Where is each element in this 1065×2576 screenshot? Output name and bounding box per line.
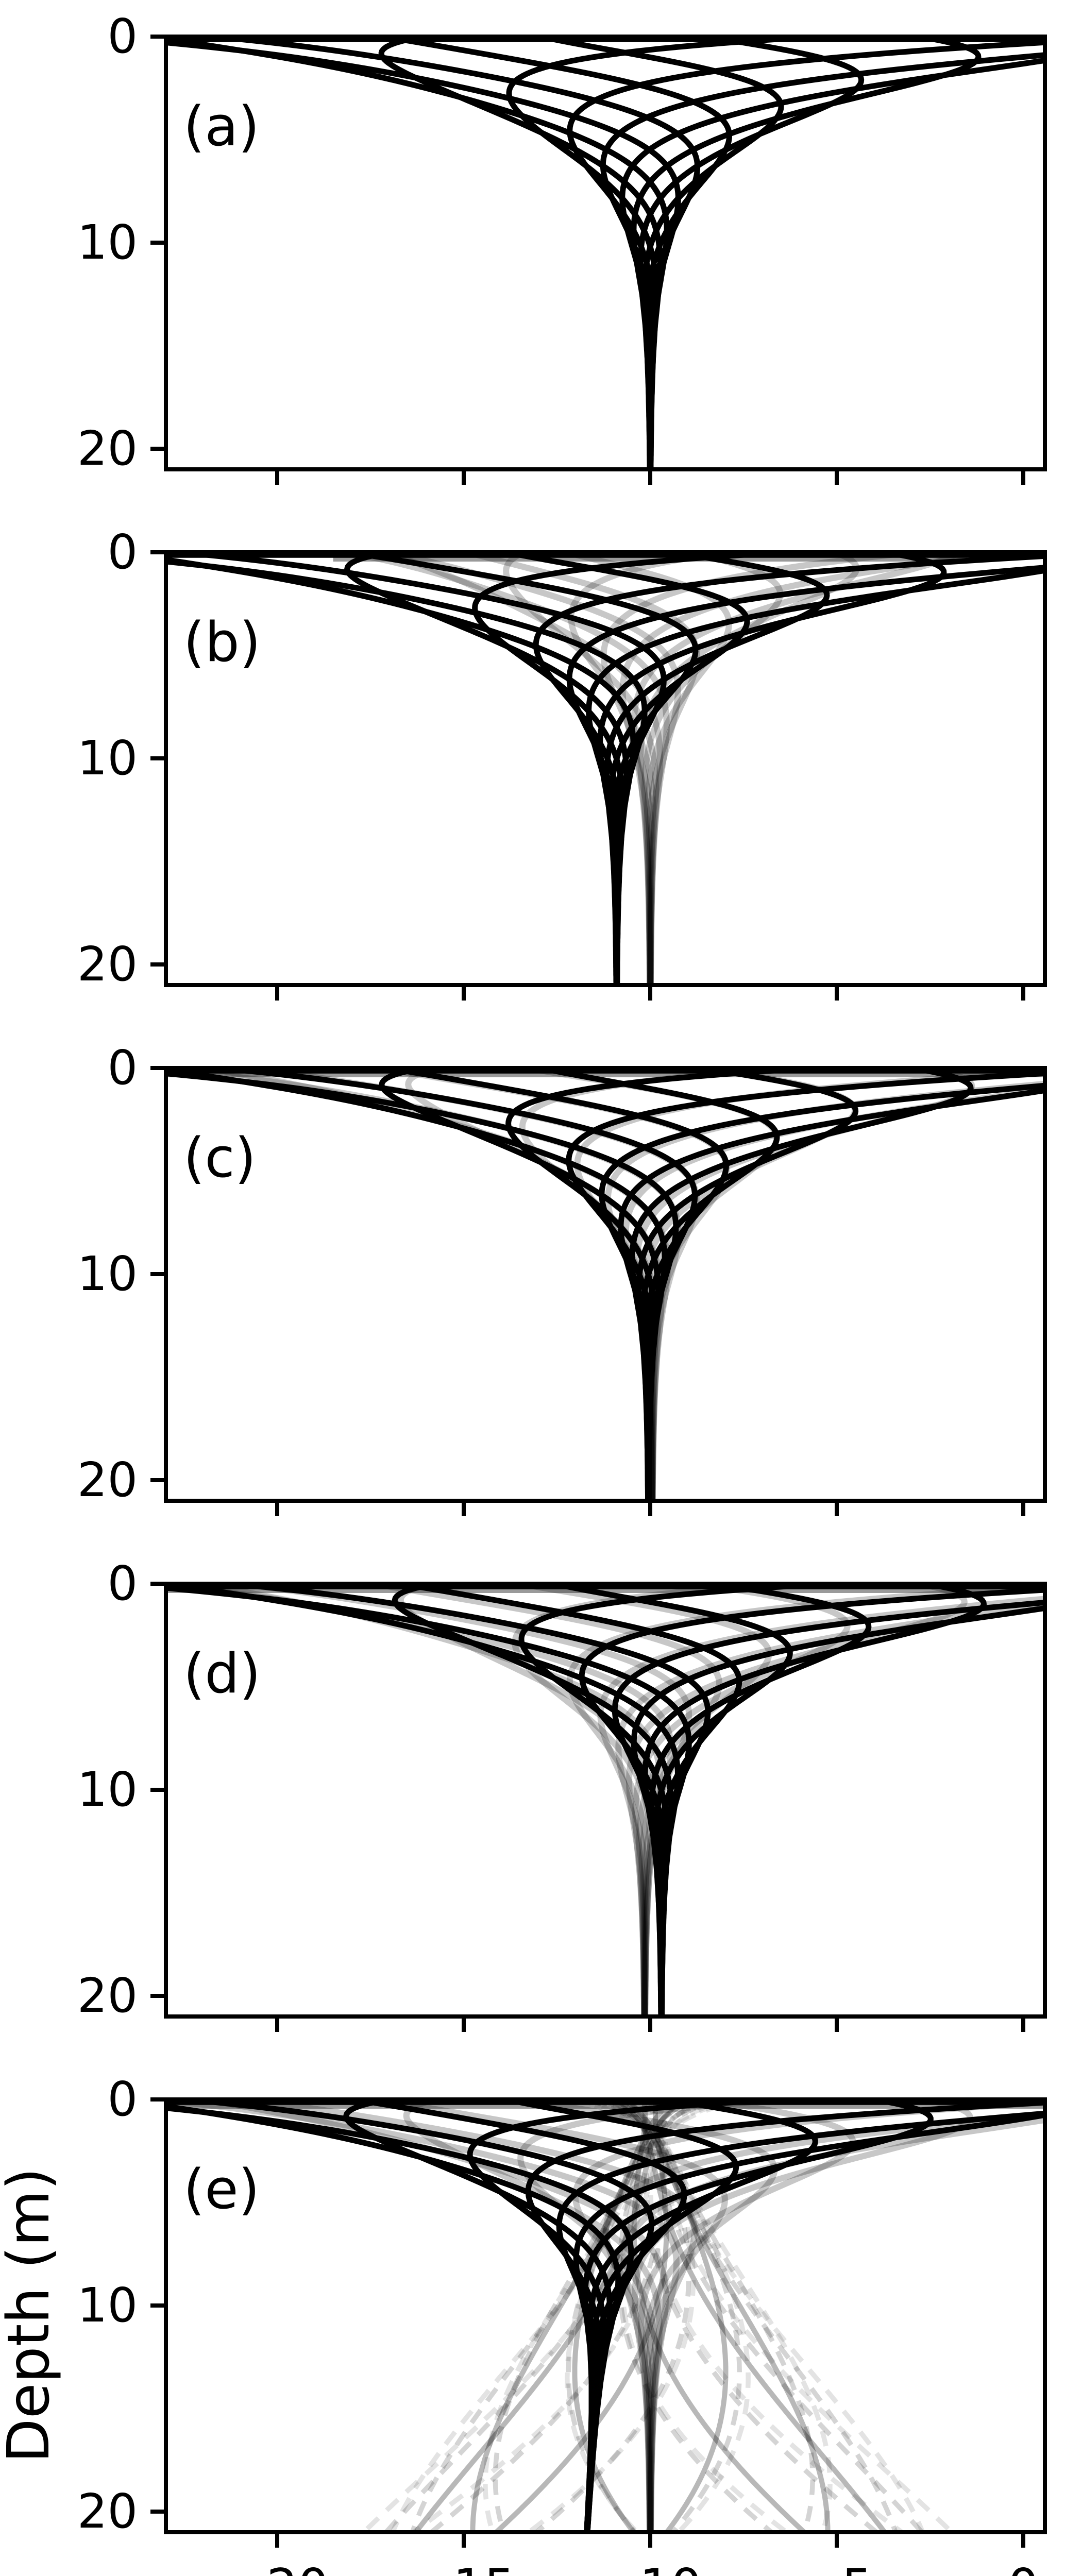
y-tick-label: 10	[77, 1762, 138, 1817]
y-tick-label: 10	[77, 2278, 138, 2333]
y-tick-label: 0	[107, 1556, 138, 1611]
y-ticks	[150, 1582, 166, 1998]
y-tick-label: 20	[77, 2484, 138, 2539]
y-tick-label: 0	[107, 524, 138, 580]
y-tick-label: 20	[77, 1452, 138, 1507]
x-tick-label: −20	[169, 2563, 385, 2576]
y-ticks	[150, 35, 166, 451]
x-ticks	[275, 1501, 1025, 1516]
panel-b-curves	[166, 552, 1045, 985]
y-tick-label: 20	[77, 421, 138, 476]
panel-label-b: (b)	[183, 611, 261, 674]
panel-e-curves	[166, 2099, 1045, 2532]
y-ticks	[150, 550, 166, 967]
y-tick-label: 0	[107, 2072, 138, 2127]
y-ticks	[150, 1066, 166, 1482]
black-profiles	[166, 37, 1045, 469]
panel-spines	[164, 35, 1047, 471]
black-profiles	[166, 552, 1045, 985]
y-tick-label: 10	[77, 215, 138, 270]
panel-spines	[164, 550, 1047, 987]
y-tick-label: 10	[77, 1246, 138, 1301]
x-tick-label: 0	[915, 2563, 1065, 2576]
panel-label-c: (c)	[183, 1126, 256, 1190]
dashed-ensemble-inner	[384, 2099, 924, 2532]
panel-spines	[164, 1582, 1047, 2019]
x-ticks	[275, 2532, 1025, 2548]
x-tick-label: −15	[356, 2563, 572, 2576]
black-profiles	[166, 2099, 1045, 2532]
panel-label-e: (e)	[183, 2158, 260, 2221]
y-tick-label: 20	[77, 937, 138, 992]
y-ticks	[150, 2097, 166, 2514]
y-tick-label: 10	[77, 731, 138, 786]
panel-label-d: (d)	[183, 1642, 261, 1705]
black-profiles	[166, 1584, 1045, 2016]
x-ticks	[275, 2016, 1025, 2032]
panel-c-curves	[166, 1068, 1045, 1501]
panel-d-curves	[166, 1584, 1045, 2016]
y-tick-label: 0	[107, 9, 138, 64]
panel-label-a: (a)	[183, 95, 260, 158]
panel-spines	[164, 1066, 1047, 1503]
panel-spines	[164, 2097, 1047, 2534]
x-ticks	[275, 469, 1025, 485]
y-tick-label: 20	[77, 1968, 138, 2023]
x-tick-label: −10	[542, 2563, 758, 2576]
x-tick-label: −5	[729, 2563, 945, 2576]
x-ticks	[275, 985, 1025, 1001]
y-tick-label: 0	[107, 1040, 138, 1095]
panel-a-curves	[166, 37, 1045, 469]
black-profiles	[166, 1068, 1045, 1501]
